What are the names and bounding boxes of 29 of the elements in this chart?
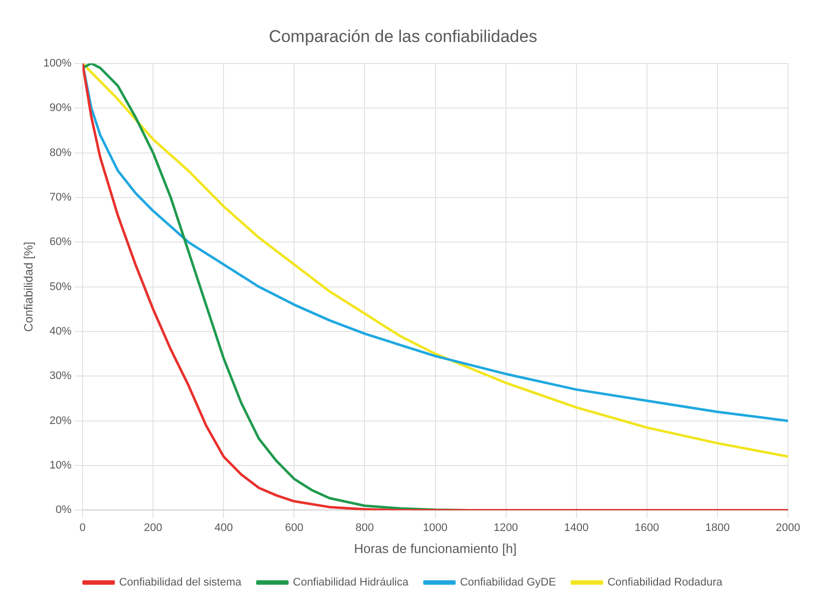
x-tick-label: 400 [214,522,233,534]
x-tick-label: 0 [79,522,86,534]
y-tick-label: 40% [50,326,72,338]
x-axis-title: Horas de funcionamiento [h] [354,540,517,556]
y-tick-label: 50% [50,280,72,293]
x-tick-label: 1200 [494,522,518,534]
x-tick-label: 200 [144,522,162,534]
chart-title: Comparación de las confiabilidades [268,26,538,46]
y-tick-label: 20% [50,414,72,427]
x-tick-label: 800 [356,522,374,534]
y-tick-label: 60% [50,236,72,248]
y-tick-label: 100% [43,57,72,70]
x-tick-label: 1600 [634,522,660,534]
y-tick-label: 90% [50,102,72,114]
legend-label: Confiabilidad Rodadura [607,576,724,589]
x-tick-label: 1400 [564,522,589,534]
y-tick-label: 80% [50,146,72,159]
y-tick-label: 10% [50,460,72,472]
x-tick-label: 1000 [423,522,448,534]
y-axis-title: Confiabilidad [%] [22,242,36,332]
x-tick-label: 2000 [776,522,800,534]
x-tick-label: 1800 [705,522,730,534]
legend-label: Confiabilidad GyDE [460,576,556,589]
legend-label: Confiabilidad Hidráulica [292,576,410,589]
y-tick-label: 70% [50,191,72,204]
x-tick-label: 600 [284,522,304,534]
y-tick-label: 30% [50,370,72,382]
legend-label: Confiabilidad del sistema [119,576,242,589]
y-tick-label: 0% [56,504,72,516]
